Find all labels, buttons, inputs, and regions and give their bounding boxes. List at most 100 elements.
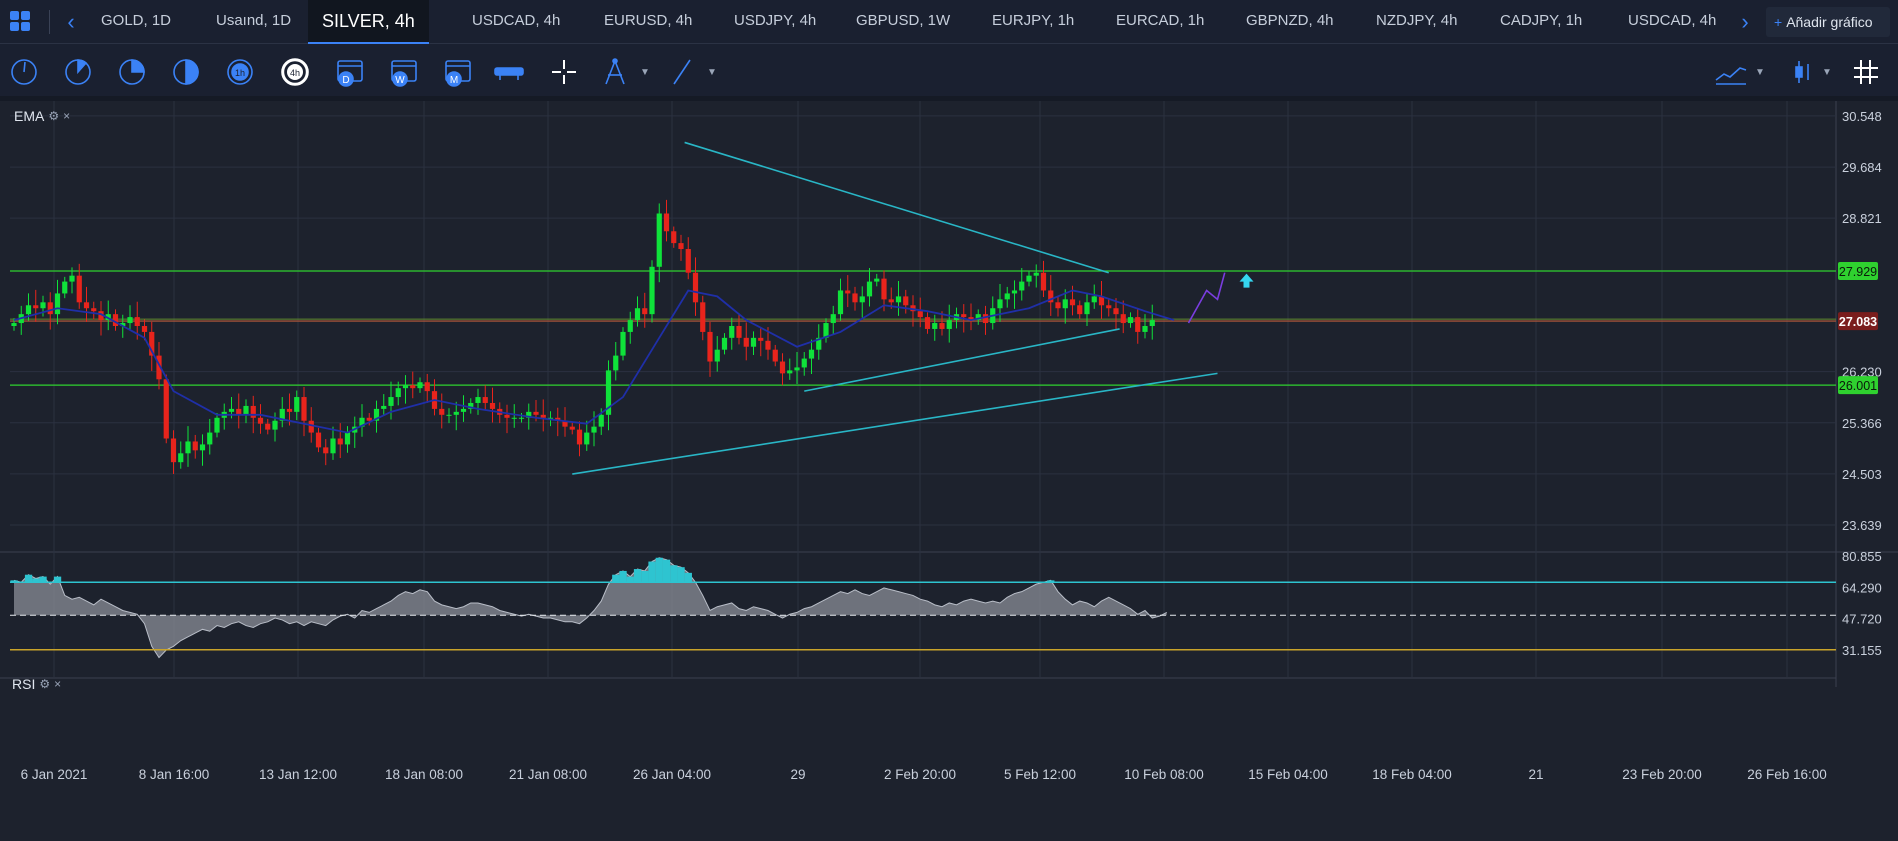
candle-body — [482, 397, 488, 403]
indicators-icon[interactable] — [1795, 61, 1809, 83]
candle-body — [627, 320, 633, 332]
candle-body — [257, 417, 264, 424]
rsi-overbought-fill — [53, 576, 62, 583]
tab-8[interactable]: EURCAD, 1h — [1116, 12, 1205, 29]
tab-2[interactable]: SILVER, 4h — [308, 0, 429, 44]
indicators-dropdown-icon[interactable]: ▼ — [1822, 67, 1832, 78]
candle-body — [714, 349, 720, 362]
rsi-overbought-fill — [684, 572, 692, 583]
candle-body — [765, 340, 771, 350]
chart-type-dropdown-icon[interactable]: ▼ — [1755, 67, 1765, 78]
range-icon[interactable] — [494, 67, 524, 80]
svg-text:1h: 1h — [235, 68, 245, 78]
candle-body — [1106, 305, 1112, 309]
tabs-scroll-left-icon[interactable]: ‹ — [67, 9, 75, 34]
candle-body — [272, 420, 278, 430]
candle-body — [120, 323, 126, 326]
candle-body — [678, 243, 684, 250]
price-chart[interactable]: 30.548 29.684 28.821 26.230 25.366 24.503 23.6… — [0, 101, 1898, 841]
candle-body — [881, 278, 887, 300]
candle-body — [700, 302, 706, 332]
tab-1[interactable]: Usaınd, 1D — [216, 12, 292, 29]
rsi-indicator-label[interactable]: RSI ⚙ × — [12, 676, 61, 692]
crosshair-icon[interactable] — [552, 60, 576, 84]
compass-tool-icon[interactable] — [605, 58, 625, 85]
tab-5[interactable]: USDJPY, 4h — [734, 12, 817, 29]
calendar-month-icon[interactable]: M — [445, 60, 471, 87]
tab-10[interactable]: NZDJPY, 4h — [1376, 12, 1458, 29]
calendar-day-icon[interactable]: D — [337, 60, 363, 87]
candle-body — [395, 388, 401, 398]
candle-body — [185, 441, 191, 454]
candle-body — [1091, 296, 1097, 303]
candle-body — [330, 438, 336, 454]
candle-body — [265, 423, 271, 430]
clock-15m-icon[interactable] — [119, 59, 145, 85]
rsi-overbought-fill — [677, 567, 685, 583]
candle-body — [533, 411, 539, 415]
candle-body — [381, 405, 387, 409]
rsi-line — [13, 557, 1167, 659]
grid-icon[interactable] — [1854, 60, 1878, 84]
candle-body — [1033, 272, 1039, 276]
tab-4[interactable]: EURUSD, 4h — [604, 12, 693, 29]
candle-body — [830, 314, 836, 324]
time-tick-label: 10 Feb 08:00 — [1124, 767, 1204, 782]
candle-body — [845, 290, 851, 294]
price-tick-label: 29.684 — [1842, 160, 1882, 175]
time-tick-label: 6 Jan 2021 — [21, 767, 88, 782]
tabs-scroll-right-icon[interactable]: › — [1741, 9, 1749, 34]
candle-body — [170, 438, 177, 463]
close-icon[interactable]: × — [63, 109, 71, 123]
settings-icon[interactable]: ⚙ — [39, 677, 51, 691]
candle-body — [141, 326, 148, 332]
layout-grid-icon[interactable] — [10, 11, 32, 33]
candle-body — [76, 275, 82, 303]
price-axis: 30.548 29.684 28.821 26.230 25.366 24.503 23.6… — [1838, 109, 1882, 658]
candle-body — [997, 299, 1003, 309]
toolbar-icons: 1h 4h D W M — [11, 58, 1878, 87]
candle-body — [207, 432, 213, 445]
clock-1m-icon[interactable] — [11, 59, 37, 85]
clock-4h-icon[interactable]: 4h — [281, 58, 309, 86]
candle-body — [69, 275, 75, 282]
candle-body — [562, 420, 568, 427]
clock-1h-icon[interactable]: 1h — [227, 59, 253, 85]
rsi-overbought-fill — [633, 569, 642, 583]
ema-line — [13, 289, 1175, 434]
candle-body — [656, 213, 662, 267]
candle-body — [649, 266, 655, 315]
candle-body — [874, 278, 880, 282]
candle-body — [33, 305, 39, 309]
tab-7[interactable]: EURJPY, 1h — [992, 12, 1075, 29]
compass-dropdown-icon[interactable]: ▼ — [640, 67, 650, 78]
time-tick-label: 29 — [790, 767, 805, 782]
tab-6[interactable]: GBPUSD, 1W — [856, 12, 951, 29]
candle-body — [1062, 299, 1068, 309]
calendar-week-icon[interactable]: W — [391, 60, 417, 87]
ema-indicator-label[interactable]: EMA ⚙ × — [14, 108, 70, 124]
price-level-badge — [1838, 261, 1878, 280]
chart-type-icon[interactable] — [1715, 67, 1747, 85]
candle-body — [149, 331, 155, 356]
tab-0[interactable]: GOLD, 1D — [101, 12, 172, 29]
add-chart-button[interactable]: + Añadir gráfico — [1766, 7, 1890, 37]
clock-30m-icon[interactable] — [173, 59, 199, 85]
tab-12[interactable]: USDCAD, 4h — [1628, 12, 1717, 29]
rsi-overbought-fill — [662, 559, 671, 583]
settings-icon[interactable]: ⚙ — [48, 109, 60, 123]
candle-body — [134, 317, 140, 326]
trend-line-tool-icon[interactable] — [673, 59, 691, 85]
tab-3[interactable]: USDCAD, 4h — [472, 12, 561, 29]
candle-body — [439, 408, 445, 415]
close-icon[interactable]: × — [54, 677, 62, 691]
rsi-overbought-fill — [648, 561, 656, 583]
clock-5m-icon[interactable] — [65, 59, 91, 85]
candle-body — [692, 272, 699, 303]
tab-9[interactable]: GBPNZD, 4h — [1246, 12, 1334, 29]
time-tick-label: 26 Jan 04:00 — [633, 767, 711, 782]
tab-11[interactable]: CADJPY, 1h — [1500, 12, 1583, 29]
candle-body — [591, 426, 597, 433]
line-dropdown-icon[interactable]: ▼ — [707, 67, 717, 78]
candle-body — [794, 367, 800, 371]
